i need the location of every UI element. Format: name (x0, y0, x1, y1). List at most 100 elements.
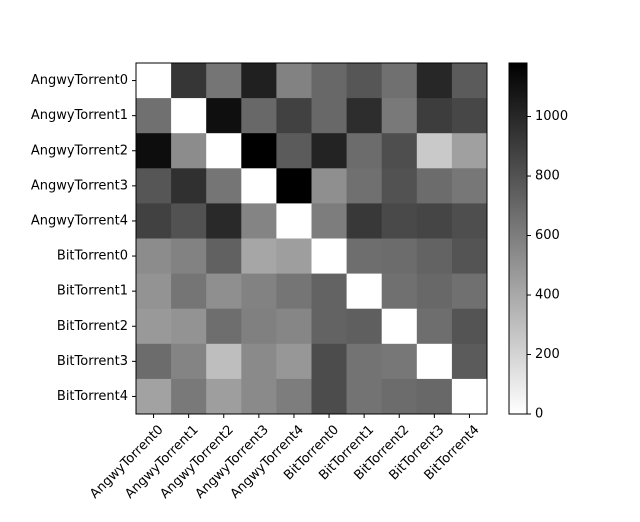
heatmap-cell (276, 273, 312, 310)
heatmap-cell (451, 378, 488, 415)
y-tick-label: AngwyTorrent0 (31, 73, 128, 88)
heatmap-cell (381, 308, 418, 345)
heatmap-cell (311, 98, 348, 134)
heatmap-cell (451, 133, 488, 169)
heatmap-cell (206, 133, 242, 169)
heatmap-cell (311, 378, 348, 415)
heatmap-cell (206, 98, 242, 134)
heatmap-cell (136, 63, 172, 99)
heatmap-cell (346, 63, 383, 99)
heatmap-cell (171, 273, 207, 310)
heatmap-cell (346, 238, 383, 275)
heatmap-cell (311, 308, 348, 345)
y-tick-label: AngwyTorrent2 (31, 143, 128, 158)
heatmap-cell (171, 98, 207, 134)
y-tick-label: BitTorrent0 (57, 249, 128, 264)
heatmap-cells (136, 63, 488, 415)
heatmap-cell (346, 168, 383, 204)
heatmap-cell (416, 273, 453, 310)
heatmap-cell (206, 238, 242, 275)
heatmap-cell (206, 203, 242, 239)
y-tick-label: AngwyTorrent1 (31, 108, 128, 123)
heatmap-cell (171, 238, 207, 275)
heatmap-cell (136, 308, 172, 345)
heatmap-cell (136, 133, 172, 169)
heatmap-cell (241, 133, 277, 169)
heatmap-cell (381, 343, 418, 380)
heatmap-cell (276, 98, 312, 134)
heatmap-cell (241, 238, 277, 275)
heatmap-cell (346, 308, 383, 345)
heatmap-cell (451, 343, 488, 380)
heatmap-cell (136, 273, 172, 310)
heatmap-cell (311, 168, 348, 204)
heatmap-cell (311, 343, 348, 380)
heatmap-cell (136, 238, 172, 275)
heatmap-cell (381, 238, 418, 275)
colorbar-axis: 0 200 400 600 800 1000 (527, 109, 568, 422)
heatmap-cell (241, 273, 277, 310)
heatmap-cell (241, 203, 277, 239)
heatmap-cell (381, 98, 418, 134)
colorbar-tick-label: 1000 (535, 109, 568, 124)
y-tick-label: BitTorrent1 (57, 284, 128, 299)
heatmap-cell (346, 343, 383, 380)
heatmap-cell (346, 203, 383, 239)
plot-frame (135, 62, 488, 415)
heatmap-cell (206, 63, 242, 99)
heatmap-cell (346, 133, 383, 169)
colorbar-tick-label: 600 (535, 228, 560, 243)
heatmap-cell (171, 168, 207, 204)
heatmap-cell (136, 378, 172, 415)
heatmap-cell (171, 343, 207, 380)
heatmap-cell (206, 273, 242, 310)
heatmap-cell (241, 343, 277, 380)
heatmap-cell (171, 133, 207, 169)
heatmap-cell (276, 203, 312, 239)
heatmap-cell (451, 273, 488, 310)
heatmap-cell (346, 273, 383, 310)
y-tick-label: BitTorrent4 (57, 389, 128, 404)
heatmap-cell (206, 378, 242, 415)
heatmap-cell (276, 238, 312, 275)
heatmap-cell (276, 63, 312, 99)
heatmap-cell (416, 133, 453, 169)
heatmap-cell (241, 168, 277, 204)
heatmap-cell (276, 343, 312, 380)
y-tick-label: AngwyTorrent3 (31, 178, 128, 193)
heatmap-cell (451, 63, 488, 99)
y-tick-label: BitTorrent2 (57, 319, 128, 334)
colorbar (508, 62, 528, 415)
heatmap-cell (451, 168, 488, 204)
colorbar-tick-label: 400 (535, 288, 560, 303)
heatmap-cell (416, 98, 453, 134)
heatmap-cell (451, 203, 488, 239)
heatmap-cell (276, 168, 312, 204)
heatmap-cell (381, 273, 418, 310)
heatmap-cell (241, 98, 277, 134)
heatmap-cell (416, 343, 453, 380)
colorbar-tick-label: 800 (535, 169, 560, 184)
y-tick-label: BitTorrent3 (57, 354, 128, 369)
heatmap-cell (241, 63, 277, 99)
heatmap-cell (311, 203, 348, 239)
y-tick-label: AngwyTorrent4 (31, 213, 128, 228)
heatmap-cell (416, 63, 453, 99)
x-axis: AngwyTorrent0AngwyTorrent1AngwyTorrent2A… (87, 414, 482, 502)
heatmap-cell (416, 238, 453, 275)
heatmap-cell (416, 203, 453, 239)
heatmap-cell (276, 308, 312, 345)
heatmap-cell (451, 98, 488, 134)
colorbar-tick-label: 0 (535, 407, 543, 422)
heatmap-cell (171, 63, 207, 99)
heatmap-cell (241, 308, 277, 345)
heatmap-cell (416, 168, 453, 204)
heatmap-cell (136, 98, 172, 134)
heatmap-cell (416, 308, 453, 345)
heatmap-cell (451, 308, 488, 345)
heatmap-cell (381, 378, 418, 415)
heatmap-cell (136, 203, 172, 239)
heatmap-cell (136, 343, 172, 380)
heatmap-cell (206, 168, 242, 204)
